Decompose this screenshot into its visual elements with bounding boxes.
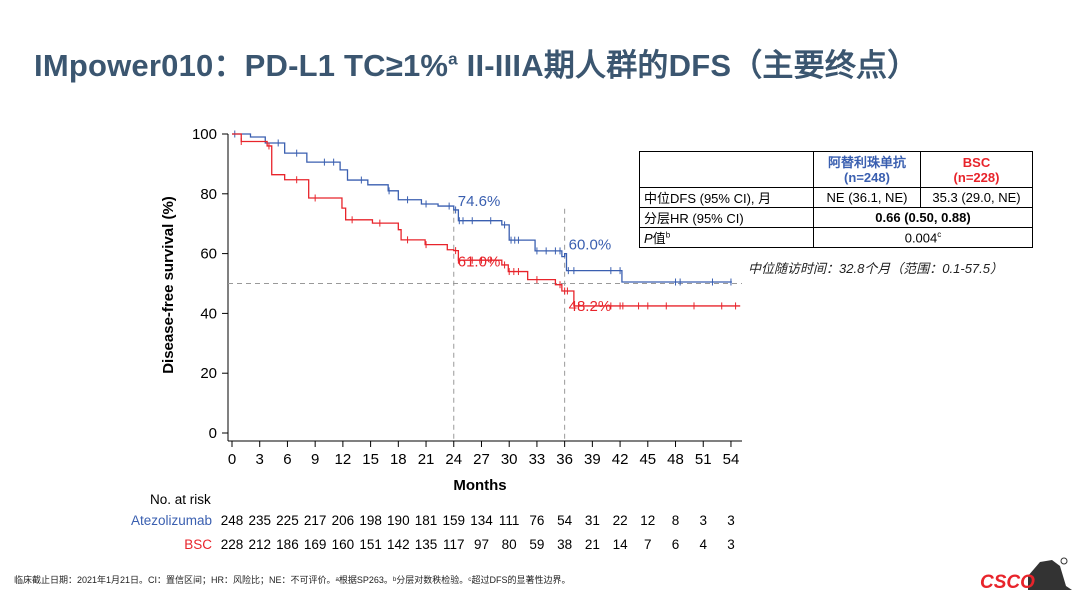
risk-count: 225: [276, 513, 299, 528]
risk-count: 159: [442, 513, 466, 528]
risk-count: 14: [612, 537, 628, 552]
risk-count: 160: [331, 537, 355, 552]
x-tick-label: 36: [556, 451, 573, 468]
y-tick-label: 100: [192, 126, 217, 143]
x-tick-label: 48: [667, 451, 684, 468]
x-tick-label: 30: [501, 451, 518, 468]
x-tick-label: 42: [612, 451, 629, 468]
risk-count: 22: [612, 513, 628, 528]
risk-count: 190: [387, 513, 410, 528]
table-corner: [639, 151, 814, 188]
risk-count: 97: [473, 537, 489, 552]
table-row: 中位DFS (95% CI), 月 NE (36.1, NE) 35.3 (29.0…: [639, 187, 1033, 208]
summary-table: 阿替利珠单抗 (n=248) BSC (n=228) 中位DFS (95% CI),…: [639, 151, 1033, 248]
risk-count: 7: [644, 537, 652, 552]
y-tick-label: 60: [200, 246, 217, 263]
risk-count: 134: [470, 513, 493, 528]
landmark-label: 74.6%: [458, 193, 501, 210]
risk-count: 117: [442, 537, 465, 552]
x-tick-label: 54: [723, 451, 740, 468]
risk-count: 228: [220, 537, 244, 552]
risk-count: 54: [557, 513, 573, 528]
landmark-label: 48.2%: [569, 298, 612, 315]
followup-note: 中位随访时间：32.8个月（范围：0.1-57.5）: [748, 261, 1004, 276]
landmark-label: 60.0%: [569, 237, 612, 254]
risk-count: 169: [303, 537, 327, 552]
risk-count: 31: [584, 513, 600, 528]
survival-curve-bsc: [232, 133, 741, 307]
risk-count: 142: [387, 537, 410, 552]
risk-count: 8: [671, 513, 680, 528]
x-tick-label: 27: [473, 451, 490, 468]
risk-label-bsc: BSC: [184, 537, 212, 552]
risk-count: 21: [584, 537, 600, 552]
y-axis-label: Disease-free survival (%): [160, 196, 177, 374]
slide-title: IMpower010：PD-L1 TC≥1%a II-IIIA期人群的DFS（主…: [34, 48, 919, 83]
risk-count: 3: [727, 537, 735, 552]
risk-title: No. at risk: [150, 492, 211, 507]
risk-count: 4: [699, 537, 707, 552]
risk-count: 235: [248, 513, 271, 528]
risk-count: 217: [303, 513, 327, 528]
risk-count: 151: [359, 537, 382, 552]
x-tick-label: 6: [283, 451, 291, 468]
y-tick-label: 80: [200, 186, 217, 203]
risk-count: 38: [557, 537, 573, 552]
survival-curve-atezolizumab: [232, 133, 732, 283]
risk-count: 248: [220, 513, 244, 528]
risk-count: 59: [529, 537, 545, 552]
x-tick-label: 3: [256, 451, 264, 468]
x-tick-label: 15: [362, 451, 379, 468]
x-tick-label: 51: [695, 451, 712, 468]
csco-logo: CSCO: [980, 557, 1072, 593]
x-tick-label: 18: [390, 451, 407, 468]
header-atezo: 阿替利珠单抗 (n=248): [813, 151, 921, 188]
risk-count: 80: [501, 537, 517, 552]
x-tick-label: 39: [584, 451, 601, 468]
risk-count: 111: [498, 513, 520, 528]
x-tick-label: 45: [639, 451, 656, 468]
risk-count: 3: [699, 513, 707, 528]
risk-count: 198: [359, 513, 382, 528]
landmark-label: 61.0%: [458, 254, 501, 271]
risk-count: 135: [414, 537, 438, 552]
risk-count: 76: [529, 513, 545, 528]
x-tick-label: 33: [529, 451, 546, 468]
x-tick-label: 21: [418, 451, 435, 468]
risk-count: 206: [331, 513, 355, 528]
header-bsc: BSC (n=228): [920, 151, 1033, 188]
table-row: P值b 0.004c: [639, 227, 1033, 248]
x-tick-label: 9: [311, 451, 319, 468]
risk-label-atezo: Atezolizumab: [130, 513, 212, 528]
risk-count: 12: [640, 513, 656, 528]
y-tick-label: 0: [209, 425, 217, 442]
risk-count: 3: [727, 513, 735, 528]
x-tick-label: 24: [445, 451, 462, 468]
table-row: 分层HR (95% CI) 0.66 (0.50, 0.88): [639, 207, 1033, 228]
risk-count: 181: [414, 513, 438, 528]
x-tick-label: 12: [335, 451, 352, 468]
svg-text:CSCO: CSCO: [980, 572, 1035, 593]
risk-count: 186: [276, 537, 299, 552]
x-tick-label: 0: [228, 451, 236, 468]
risk-count: 212: [248, 537, 271, 552]
y-tick-label: 20: [200, 365, 217, 382]
y-tick-label: 40: [200, 305, 217, 322]
x-axis-label: Months: [453, 477, 506, 494]
risk-count: 6: [671, 537, 680, 552]
footnote: 临床截止日期：2021年1月21日。CI：置信区间；HR：风险比；NE：不可评价…: [14, 575, 571, 585]
